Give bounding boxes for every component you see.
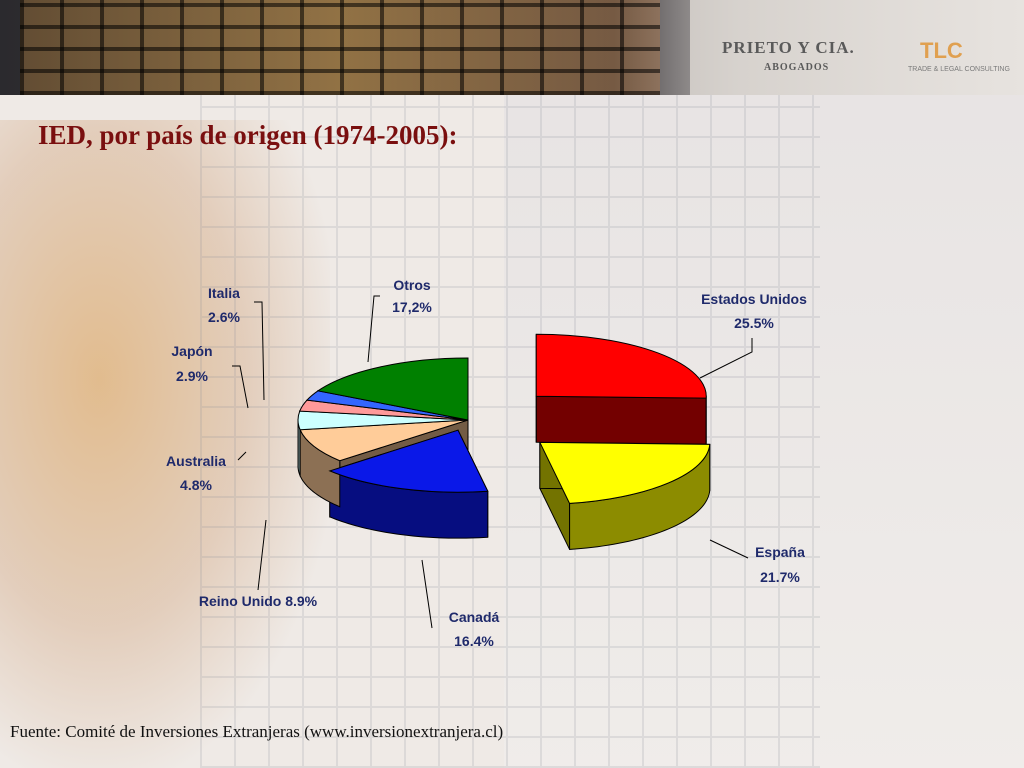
category-label-estados-unidos: Estados Unidos — [701, 291, 807, 307]
source-note: Fuente: Comité de Inversiones Extranjera… — [10, 722, 504, 741]
pie-slice-españa — [539, 441, 711, 504]
brand-subtitle: ABOGADOS — [764, 62, 830, 73]
header-building-photo — [20, 0, 660, 95]
value-label-españa: 21.7% — [760, 569, 800, 585]
pie-slice-otros — [316, 357, 469, 421]
leader-line-estados-unidos — [699, 338, 753, 379]
category-label-japón: Japón — [171, 343, 212, 359]
category-label-canadá: Canadá — [449, 609, 500, 625]
pie-slice-estados-unidos — [535, 333, 707, 399]
pie-labels: Estados Unidos 25.5% España 21.7% Canadá 16.4… — [166, 277, 807, 649]
partner-logo: TLC — [920, 38, 963, 63]
background-foliage — [0, 120, 330, 768]
leader-line-otros — [367, 295, 380, 363]
value-label-otros: 17,2% — [392, 299, 432, 315]
category-label-españa: España — [755, 544, 805, 560]
category-label-otros: Otros — [393, 277, 431, 293]
leader-line-canadá — [421, 559, 433, 629]
value-label-estados-unidos: 25.5% — [734, 315, 774, 331]
category-label-italia: Italia — [208, 285, 240, 301]
header-logo-panel — [690, 0, 1024, 95]
header-banner — [0, 0, 1024, 95]
value-label-italia: 2.6% — [208, 309, 240, 325]
page-title: IED, por país de origen (1974-2005): — [38, 120, 458, 150]
brand-logo: PRIETO Y CIA. — [722, 38, 855, 57]
category-label-australia: Australia — [166, 453, 226, 469]
leader-line-italia — [254, 301, 265, 401]
data-label-reino-unido: Reino Unido 8.9% — [199, 593, 318, 609]
value-label-australia: 4.8% — [180, 477, 212, 493]
leader-line-australia — [237, 451, 247, 461]
pie-face-estados-unidos-1 — [535, 395, 707, 445]
leader-line-españa — [709, 539, 749, 559]
pie-slice-reino-unido — [299, 419, 469, 462]
value-label-japón: 2.9% — [176, 368, 208, 384]
leader-line-japón — [232, 365, 249, 409]
pie-slice-canadá — [328, 429, 489, 493]
leader-line-reino-unido — [257, 519, 267, 591]
pie-tops — [297, 333, 711, 504]
value-label-canadá: 16.4% — [454, 633, 494, 649]
partner-subtitle: TRADE & LEGAL CONSULTING — [908, 66, 1010, 73]
